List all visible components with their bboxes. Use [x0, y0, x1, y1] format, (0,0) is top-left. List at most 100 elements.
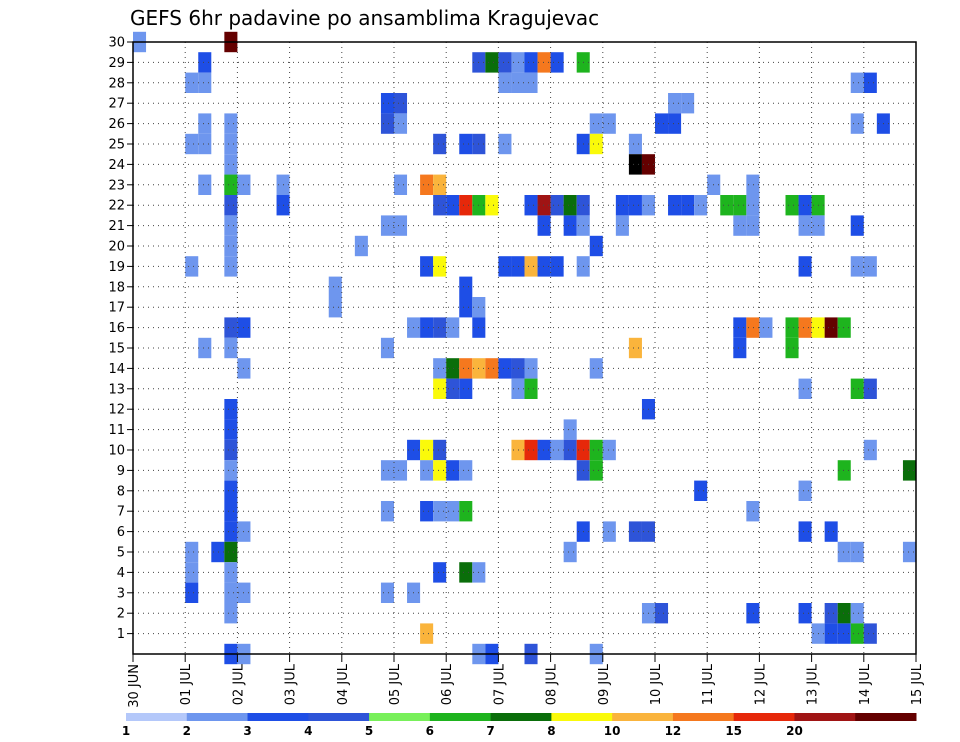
x-tick-label: 02 JUL	[231, 663, 246, 705]
heatmap-cell	[354, 235, 368, 257]
heatmap-cell	[850, 72, 864, 93]
heatmap-cell	[798, 215, 812, 236]
heatmap-cell	[524, 378, 538, 399]
legend-label: 20	[786, 724, 803, 738]
legend-color-swatch	[551, 713, 613, 721]
y-tick-label: 8	[117, 484, 125, 499]
legend-label: 8	[547, 724, 555, 738]
heatmap-cell	[628, 133, 642, 155]
chart-title: GEFS 6hr padavine po ansamblima Kragujev…	[130, 6, 599, 30]
heatmap-cell	[537, 256, 551, 277]
heatmap-cell	[524, 439, 538, 461]
heatmap-cell	[850, 256, 864, 277]
heatmap-cell	[746, 174, 760, 195]
heatmap-cell	[681, 195, 695, 216]
heatmap-cell	[485, 52, 499, 73]
legend-color-swatch	[186, 713, 249, 721]
heatmap-cell	[198, 133, 212, 155]
heatmap-cell	[224, 337, 238, 359]
heatmap-cell	[863, 378, 877, 399]
heatmap-cell	[628, 154, 642, 175]
heatmap-cell	[550, 256, 564, 277]
heatmap-cell	[902, 541, 916, 563]
y-tick-label: 7	[117, 505, 125, 520]
heatmap-cell	[420, 623, 434, 644]
x-tick-label: 04 JUL	[336, 663, 351, 705]
heatmap-cell	[863, 623, 877, 644]
y-tick-label: 3	[117, 586, 125, 601]
y-tick-label: 19	[108, 260, 125, 275]
heatmap-cell	[511, 358, 525, 379]
heatmap-cell	[224, 501, 238, 522]
x-tick-label: 03 JUL	[284, 663, 299, 705]
heatmap-cell	[394, 174, 408, 195]
x-tick-label: 14 JUL	[858, 663, 873, 705]
heatmap-cell	[694, 195, 708, 216]
heatmap-cell	[198, 113, 212, 134]
heatmap-cell	[511, 52, 525, 73]
heatmap-cell	[733, 215, 747, 236]
heatmap-cell	[224, 521, 238, 542]
legend-label: 1	[122, 724, 130, 738]
heatmap-cell	[498, 358, 512, 379]
heatmap-cell	[850, 378, 864, 399]
heatmap-cell	[224, 439, 238, 461]
x-axis: 30 JUN 01 JUL 02 JUL 03 JUL 04 JUL 05 JUL 06 J…	[127, 654, 925, 708]
x-tick-label: 08 JUL	[545, 663, 560, 705]
heatmap-cell	[380, 215, 394, 236]
heatmap-cell	[394, 93, 408, 114]
y-tick-label: 29	[108, 56, 125, 71]
heatmap-cell	[694, 480, 708, 501]
heatmap-cell	[798, 521, 812, 542]
heatmap-cell	[537, 52, 551, 73]
heatmap-cell	[446, 317, 460, 338]
heatmap-cell	[185, 72, 199, 93]
heatmap-cell	[537, 215, 551, 236]
heatmap-cell	[589, 358, 603, 379]
heatmap-cell	[850, 623, 864, 644]
heatmap-cell	[224, 113, 238, 134]
heatmap-cell	[224, 133, 238, 155]
legend-label: 6	[426, 724, 434, 738]
heatmap-cell	[433, 317, 447, 338]
y-tick-label: 27	[108, 97, 125, 112]
x-tick-label: 12 JUL	[753, 663, 768, 705]
y-tick-label: 12	[108, 403, 125, 418]
x-tick-label: 30 JUN	[127, 664, 142, 708]
heatmap-cell	[224, 235, 238, 257]
legend-label: 5	[365, 724, 373, 738]
heatmap-cell	[785, 195, 799, 216]
heatmap-cell	[850, 215, 864, 236]
legend-color-swatch	[612, 713, 674, 721]
x-tick-label: 07 JUL	[492, 663, 507, 705]
heatmap-cell	[524, 358, 538, 379]
y-tick-label: 1	[117, 627, 125, 642]
heatmap-cell	[798, 195, 812, 216]
heatmap-cell	[224, 582, 238, 603]
heatmap-cell	[850, 113, 864, 134]
color-legend: 1 2 3 4 5 6 7 8 10 12 15 20	[122, 713, 917, 738]
heatmap-cell	[563, 215, 577, 236]
heatmap-cell	[733, 337, 747, 359]
y-tick-label: 30	[108, 36, 125, 51]
heatmap-cell	[459, 133, 473, 155]
heatmap-cell	[224, 480, 238, 501]
heatmap-cell	[185, 133, 199, 155]
heatmap-cell	[850, 541, 864, 563]
legend-label: 2	[183, 724, 191, 738]
heatmap-cell	[785, 337, 799, 359]
heatmap-cell	[433, 439, 447, 461]
x-tick-label: 05 JUL	[388, 663, 403, 705]
heatmap-cell	[511, 439, 525, 461]
heatmap-cell	[420, 460, 434, 481]
heatmap-cell	[185, 582, 199, 603]
y-tick-label: 18	[108, 280, 125, 295]
heatmap-cell	[511, 72, 525, 93]
heatmap-cell	[824, 317, 838, 338]
heatmap-cell	[733, 195, 747, 216]
heatmap-cell	[537, 195, 551, 216]
heatmap-cell	[446, 460, 460, 481]
heatmap-cell	[863, 256, 877, 277]
heatmap-cell	[420, 256, 434, 277]
